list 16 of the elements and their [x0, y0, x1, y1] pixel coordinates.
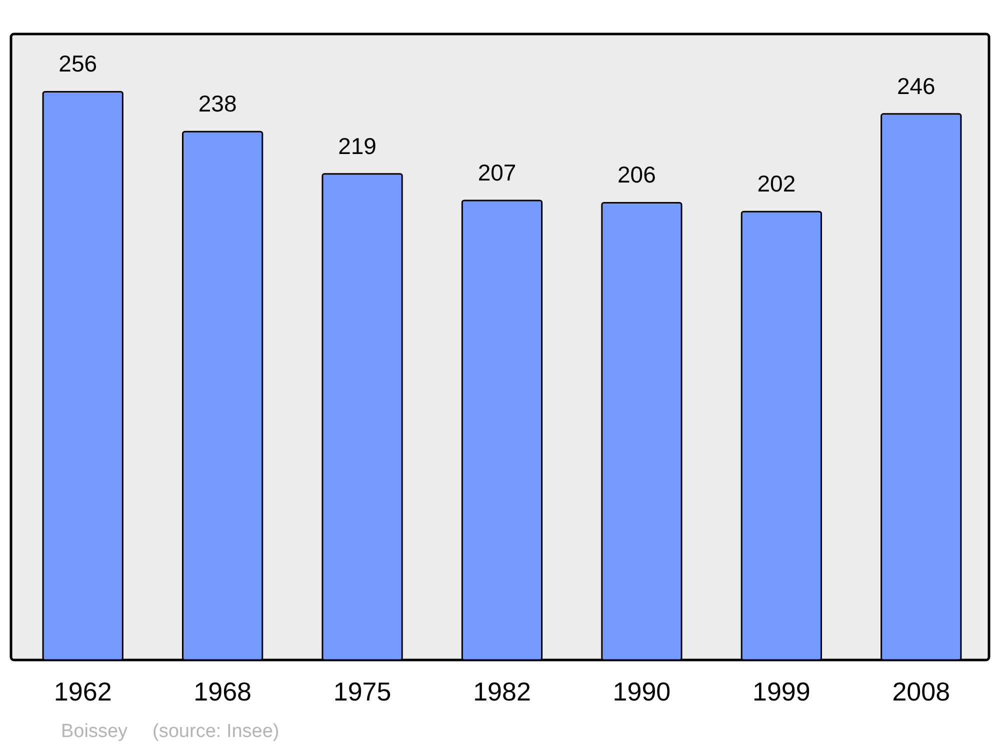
data-label: 207 [478, 159, 516, 186]
text: Boissey [61, 721, 128, 742]
data-label: 246 [896, 72, 936, 99]
x-tick-label: 1962 [54, 676, 112, 706]
x-tick-label: 2008 [892, 676, 950, 706]
x-tick-label: 1975 [333, 676, 392, 706]
data-label: 238 [198, 90, 237, 117]
data-label: 256 [58, 50, 98, 77]
x-tick-label: 1990 [612, 676, 671, 706]
data-label: 202 [757, 170, 796, 197]
x-tick-label: 1968 [194, 676, 252, 706]
x-tick-label: 1999 [752, 676, 810, 706]
text: (source: Insee) [152, 721, 280, 742]
data-label: 206 [618, 162, 656, 188]
x-tick-label: 1982 [473, 676, 531, 706]
data-label: 219 [338, 132, 376, 159]
